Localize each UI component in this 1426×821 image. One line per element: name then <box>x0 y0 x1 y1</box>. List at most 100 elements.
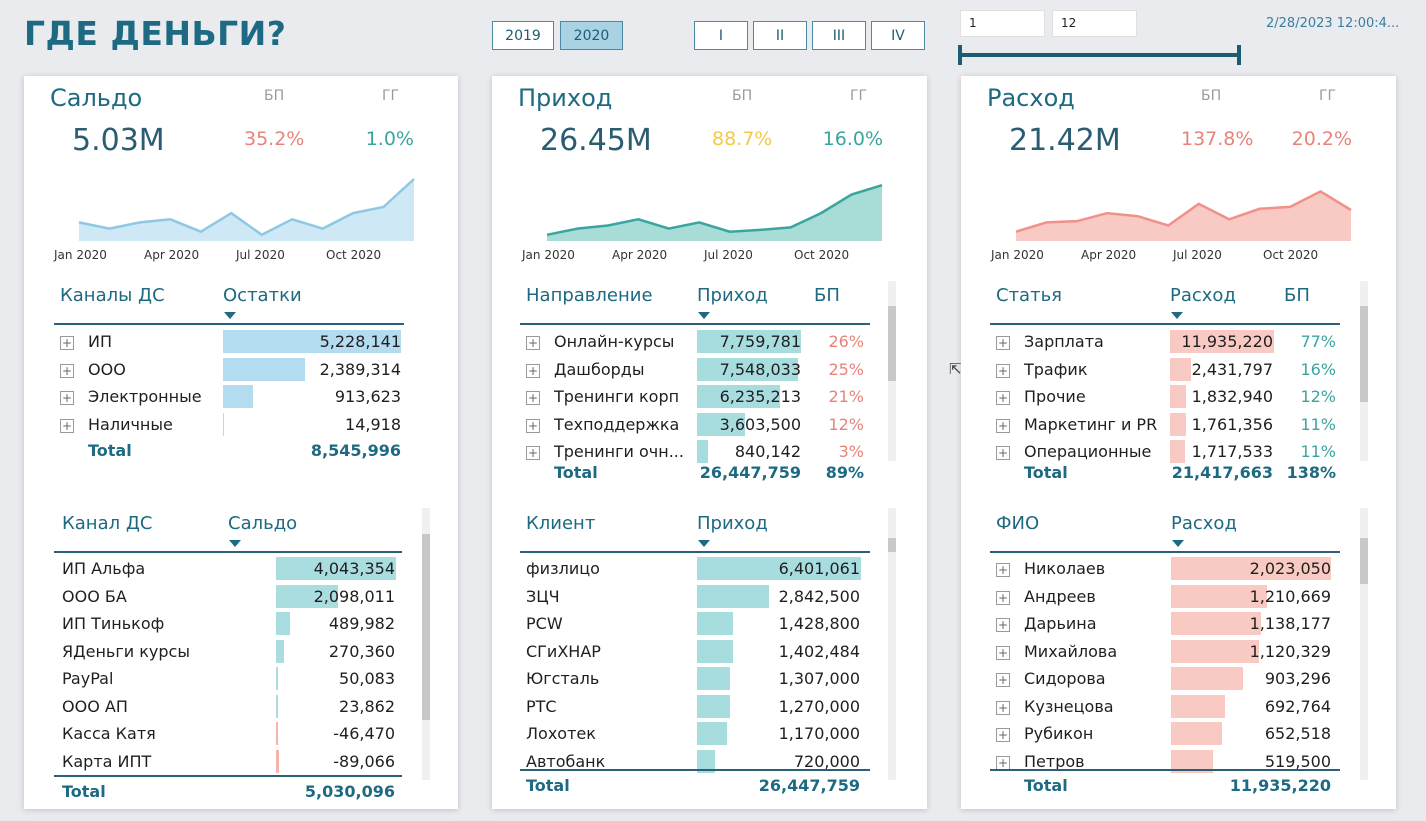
expand-plus-icon[interactable]: + <box>526 446 540 460</box>
table-row[interactable]: Лохотек 1,170,000 <box>492 721 927 747</box>
table-row[interactable]: Касса Катя -46,470 <box>24 721 458 747</box>
expand-plus-icon[interactable]: + <box>996 336 1010 350</box>
expand-plus-icon[interactable]: + <box>526 336 540 350</box>
saldo-bottom-col1-header[interactable]: Канал ДС <box>62 513 153 534</box>
table-row[interactable]: + ИП 5,228,141 <box>24 329 458 355</box>
table-row[interactable]: + Петров 519,500 <box>961 749 1396 775</box>
table-row[interactable]: + Николаев 2,023,050 <box>961 556 1396 582</box>
scrollbar-track[interactable] <box>1360 508 1368 780</box>
row-label: ООО <box>88 359 126 379</box>
income-top-col2-header[interactable]: Приход <box>697 285 768 306</box>
income-top-col1-header[interactable]: Направление <box>526 285 653 306</box>
table-row[interactable]: + Тренинги очн... 840,142 3% <box>492 439 927 465</box>
expand-plus-icon[interactable]: + <box>996 446 1010 460</box>
table-row[interactable]: + Тренинги корп 6,235,213 21% <box>492 384 927 410</box>
month-range-slider-handle-end[interactable] <box>1237 45 1241 65</box>
table-row[interactable]: + Рубикон 652,518 <box>961 721 1396 747</box>
expand-plus-icon[interactable]: + <box>996 418 1010 433</box>
table-row[interactable]: физлицо 6,401,061 <box>492 556 927 582</box>
scrollbar-thumb[interactable] <box>888 306 896 381</box>
month-range-slider-track[interactable] <box>960 53 1239 57</box>
row-value: -89,066 <box>333 751 395 771</box>
table-row[interactable]: + Наличные 14,918 <box>24 412 458 438</box>
scrollbar-thumb[interactable] <box>422 534 430 720</box>
expand-plus-icon[interactable]: + <box>526 391 540 405</box>
table-row[interactable]: + Трафик 2,431,797 16% <box>961 357 1396 383</box>
table-row[interactable]: + Кузнецова 692,764 <box>961 694 1396 720</box>
table-row[interactable]: + Операционные 1,717,533 11% <box>961 439 1396 465</box>
expense-bottom-col2-header[interactable]: Расход <box>1171 513 1237 534</box>
expand-plus-icon[interactable]: + <box>996 618 1010 632</box>
scrollbar-track[interactable] <box>888 508 896 780</box>
month-range-from-input[interactable]: 1 <box>960 10 1045 37</box>
row-value: 903,296 <box>1264 669 1331 688</box>
row-label: ООО АП <box>62 696 128 716</box>
expense-top-col1-header[interactable]: Статья <box>996 285 1063 306</box>
table-row[interactable]: Карта ИПТ -89,066 <box>24 749 458 775</box>
table-row[interactable]: + Дашборды 7,548,033 25% <box>492 357 927 383</box>
scrollbar-thumb[interactable] <box>1360 306 1368 402</box>
table-row[interactable]: ЯДеньги курсы 270,360 <box>24 639 458 665</box>
expand-plus-icon[interactable]: + <box>996 363 1010 378</box>
row-data-bar <box>697 357 798 381</box>
row-value: 5,228,141 <box>319 332 401 351</box>
expand-plus-icon[interactable]: + <box>996 590 1010 605</box>
table-row[interactable]: + Маркетинг и PR 1,761,356 11% <box>961 412 1396 438</box>
expand-plus-icon[interactable]: + <box>996 391 1010 405</box>
expand-plus-icon[interactable]: + <box>996 728 1010 742</box>
saldo-bottom-col2-header[interactable]: Сальдо <box>228 513 298 534</box>
expense-top-col3-header[interactable]: БП <box>1284 285 1310 306</box>
year-button-2019[interactable]: 2019 <box>492 21 554 50</box>
income-bottom-col2-header[interactable]: Приход <box>697 513 768 534</box>
expense-bottom-col1-header[interactable]: ФИО <box>996 513 1040 534</box>
table-row[interactable]: + Сидорова 903,296 <box>961 666 1396 692</box>
table-row[interactable]: + Михайлова 1,120,329 <box>961 639 1396 665</box>
table-row[interactable]: ООО АП 23,862 <box>24 694 458 720</box>
quarter-button-4[interactable]: IV <box>871 21 925 50</box>
table-row[interactable]: + Онлайн-курсы 7,759,781 26% <box>492 329 927 355</box>
table-row[interactable]: + Прочие 1,832,940 12% <box>961 384 1396 410</box>
table-row[interactable]: ООО БА 2,098,011 <box>24 584 458 610</box>
scrollbar-thumb[interactable] <box>888 538 896 552</box>
expand-plus-icon[interactable]: + <box>996 673 1010 687</box>
table-row[interactable]: СГиХНАР 1,402,484 <box>492 639 927 665</box>
table-row[interactable]: PayPal 50,083 <box>24 666 458 692</box>
expense-top-col2-header[interactable]: Расход <box>1170 285 1236 306</box>
expand-plus-icon[interactable]: + <box>996 645 1010 660</box>
quarter-button-2[interactable]: II <box>753 21 807 50</box>
expand-plus-icon[interactable]: + <box>996 755 1010 770</box>
scrollbar-thumb[interactable] <box>1360 538 1368 584</box>
expand-plus-icon[interactable]: + <box>526 363 540 378</box>
saldo-top-col1-header[interactable]: Каналы ДС <box>60 285 165 306</box>
income-bottom-col1-header[interactable]: Клиент <box>526 513 596 534</box>
table-row[interactable]: ЗЦЧ 2,842,500 <box>492 584 927 610</box>
income-top-col3-header[interactable]: БП <box>814 285 840 306</box>
expand-plus-icon[interactable]: + <box>60 418 74 433</box>
expand-plus-icon[interactable]: + <box>60 363 74 378</box>
table-row[interactable]: + Электронные 913,623 <box>24 384 458 410</box>
table-row[interactable]: Автобанк 720,000 <box>492 749 927 775</box>
table-row[interactable]: + Дарьина 1,138,177 <box>961 611 1396 637</box>
table-row[interactable]: PCW 1,428,800 <box>492 611 927 637</box>
quarter-button-3[interactable]: III <box>812 21 866 50</box>
expand-plus-icon[interactable]: + <box>60 336 74 350</box>
saldo-top-col2-header[interactable]: Остатки <box>223 285 302 306</box>
table-row[interactable]: РТС 1,270,000 <box>492 694 927 720</box>
table-row[interactable]: + Зарплата 11,935,220 77% <box>961 329 1396 355</box>
table-row[interactable]: Югсталь 1,307,000 <box>492 666 927 692</box>
sort-descending-icon <box>1171 312 1183 319</box>
month-range-to-input[interactable]: 12 <box>1052 10 1137 37</box>
expand-plus-icon[interactable]: + <box>996 563 1010 577</box>
expand-plus-icon[interactable]: + <box>526 418 540 433</box>
row-label: Операционные <box>1024 442 1152 461</box>
table-row[interactable]: + ООО 2,389,314 <box>24 357 458 383</box>
table-row[interactable]: + Техподдержка 3,603,500 12% <box>492 412 927 438</box>
table-row[interactable]: ИП Альфа 4,043,354 <box>24 556 458 582</box>
expand-plus-icon[interactable]: + <box>996 700 1010 715</box>
month-range-slider-handle-start[interactable] <box>958 45 962 65</box>
table-row[interactable]: ИП Тинькоф 489,982 <box>24 611 458 637</box>
expand-plus-icon[interactable]: + <box>60 391 74 405</box>
quarter-button-1[interactable]: I <box>694 21 748 50</box>
table-row[interactable]: + Андреев 1,210,669 <box>961 584 1396 610</box>
year-button-2020[interactable]: 2020 <box>560 21 623 50</box>
